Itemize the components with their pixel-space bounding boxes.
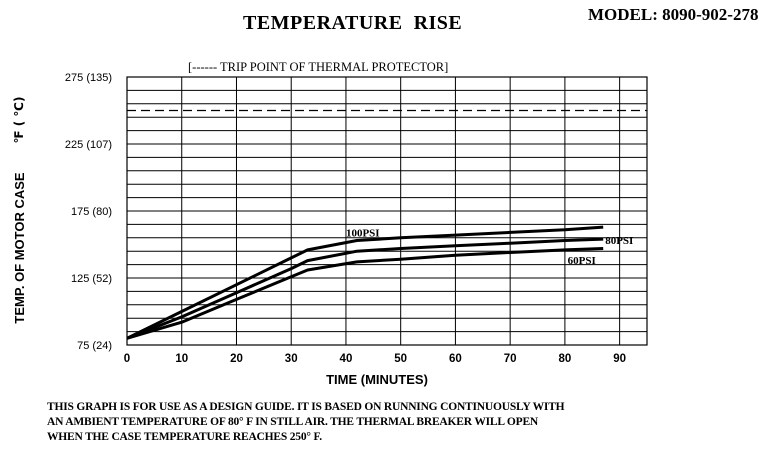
plot-border: [126, 76, 648, 346]
y-tick-label: 75 (24): [77, 340, 112, 352]
y-tick-label: 125 (52): [71, 273, 112, 285]
design-note-line-1: THIS GRAPH IS FOR USE AS A DESIGN GUIDE.…: [47, 401, 565, 413]
x-tick-label: 50: [394, 353, 407, 365]
y-axis-unit-label: ℉ ( ℃): [12, 97, 26, 144]
y-tick-label: 175 (80): [71, 206, 112, 218]
y-tick-label: 275 (135): [65, 72, 112, 84]
x-tick-label: 30: [285, 353, 298, 365]
x-tick-label: 0: [124, 353, 130, 365]
design-note-line-3: WHEN THE CASE TEMPERATURE REACHES 250° F…: [47, 431, 322, 443]
chart-labels: 100PSI 80PSI 60PSI 0 10 20 30 40 50 60 70 80 90 75 (2…: [12, 60, 633, 387]
design-note: THIS GRAPH IS FOR USE AS A DESIGN GUIDE.…: [47, 400, 747, 445]
x-tick-label: 70: [504, 353, 517, 365]
x-axis-label: TIME (MINUTES): [326, 372, 428, 387]
y-axis-label: TEMP. OF MOTOR CASE: [12, 172, 27, 324]
y-tick-label: 225 (107): [65, 139, 112, 151]
trip-point-legend: [------ TRIP POINT OF THERMAL PROTECTOR]: [188, 60, 448, 74]
series-label-80psi: 80PSI: [605, 235, 633, 247]
x-tick-label: 40: [340, 353, 353, 365]
x-tick-label: 10: [175, 353, 188, 365]
series-label-100psi: 100PSI: [346, 227, 380, 239]
x-tick-label: 80: [558, 353, 571, 365]
series-line-80psi: [126, 237, 604, 340]
x-tick-label: 60: [449, 353, 462, 365]
x-tick-label: 90: [613, 353, 626, 365]
series-line-60psi: [126, 247, 604, 340]
x-tick-label: 20: [230, 353, 243, 365]
chart-series: [126, 225, 604, 340]
model-number: MODEL: 8090-902-278: [588, 5, 759, 24]
series-line-100psi: [126, 225, 604, 340]
temperature-rise-chart: 100PSI 80PSI 60PSI 0 10 20 30 40 50 60 70 80 90 75 (2…: [12, 60, 648, 387]
design-note-line-2: AN AMBIENT TEMPERATURE OF 80° F IN STILL…: [47, 416, 539, 428]
chart-grid: [126, 76, 648, 346]
series-label-60psi: 60PSI: [568, 255, 596, 267]
page-title: TEMPERATURE RISE: [243, 12, 463, 34]
